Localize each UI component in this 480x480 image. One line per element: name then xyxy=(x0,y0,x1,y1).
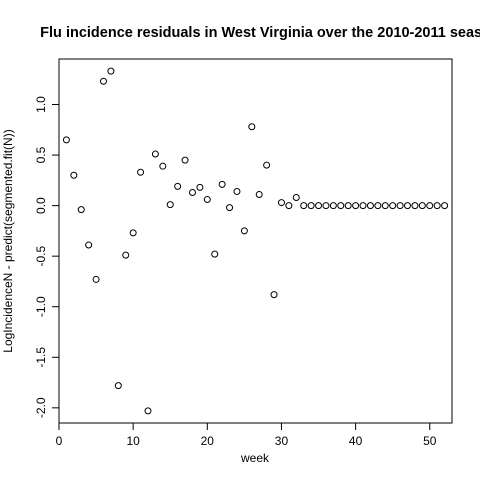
data-point xyxy=(263,161,271,169)
data-point xyxy=(203,196,211,204)
data-point xyxy=(315,202,323,210)
x-tick-label: 30 xyxy=(275,434,289,448)
data-point xyxy=(218,180,226,188)
data-point xyxy=(151,150,159,158)
data-point xyxy=(292,194,300,202)
x-tick-label: 0 xyxy=(56,434,63,448)
x-tick-label: 50 xyxy=(423,434,437,448)
data-point xyxy=(240,227,248,235)
data-point xyxy=(337,202,345,210)
data-point xyxy=(389,202,397,210)
data-point xyxy=(433,202,441,210)
y-tick-label: -1.5 xyxy=(34,347,48,368)
x-axis-label: week xyxy=(240,451,270,465)
y-tick-label: 1.0 xyxy=(34,96,48,113)
data-point xyxy=(174,182,182,190)
data-point xyxy=(248,123,256,131)
data-point xyxy=(129,229,137,237)
data-points xyxy=(62,67,449,415)
data-point xyxy=(426,202,434,210)
data-point xyxy=(211,250,219,258)
y-tick-label: 0.0 xyxy=(34,197,48,214)
data-point xyxy=(85,241,93,249)
data-point xyxy=(62,136,70,144)
data-point xyxy=(270,291,278,299)
x-tick-label: 10 xyxy=(126,434,140,448)
data-point xyxy=(441,202,449,210)
y-axis-label: LogIncidenceN - predict(segmented.fit(N)… xyxy=(1,129,15,352)
y-tick-label: -2.0 xyxy=(34,397,48,418)
data-point xyxy=(70,171,78,179)
data-point xyxy=(300,202,308,210)
data-point xyxy=(366,202,374,210)
data-point xyxy=(307,202,315,210)
data-point xyxy=(277,199,285,207)
data-point xyxy=(285,202,293,210)
data-point xyxy=(233,187,241,195)
data-point xyxy=(322,202,330,210)
x-tick-label: 20 xyxy=(201,434,215,448)
data-point xyxy=(418,202,426,210)
data-point xyxy=(196,183,204,191)
data-point xyxy=(255,190,263,198)
data-point xyxy=(99,77,107,85)
data-point xyxy=(114,382,122,390)
data-point xyxy=(122,251,130,259)
y-axis: -2.0 -1.5 -1.0 -0.5 0.0 0.5 1.0 xyxy=(34,96,60,418)
data-point xyxy=(107,67,115,75)
y-tick-label: -1.0 xyxy=(34,296,48,317)
chart-title: Flu incidence residuals in West Virginia… xyxy=(40,25,480,41)
y-tick-label: 0.5 xyxy=(34,146,48,163)
data-point xyxy=(77,206,85,214)
data-point xyxy=(381,202,389,210)
data-point xyxy=(404,202,412,210)
plot-frame xyxy=(58,58,453,424)
data-point xyxy=(396,202,404,210)
x-tick-label: 40 xyxy=(349,434,363,448)
data-point xyxy=(411,202,419,210)
data-point xyxy=(359,202,367,210)
data-point xyxy=(329,202,337,210)
data-point xyxy=(352,202,360,210)
data-point xyxy=(181,156,189,164)
y-tick-label: -0.5 xyxy=(34,246,48,267)
data-point xyxy=(159,162,167,170)
data-point xyxy=(92,275,100,283)
data-point xyxy=(144,407,152,415)
data-point xyxy=(344,202,352,210)
data-point xyxy=(166,201,174,209)
x-axis: 0 10 20 30 40 50 xyxy=(56,422,437,448)
data-point xyxy=(137,168,145,176)
data-point xyxy=(188,188,196,196)
data-point xyxy=(226,204,234,212)
data-point xyxy=(374,202,382,210)
